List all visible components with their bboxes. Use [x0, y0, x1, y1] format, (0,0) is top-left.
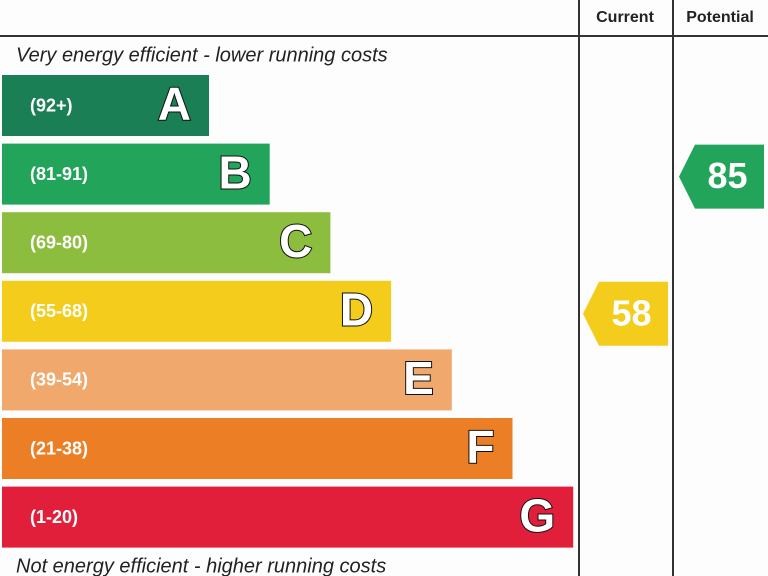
band-range: (92+)	[30, 95, 73, 115]
rating-value: 58	[611, 292, 651, 333]
band-letter: D	[340, 283, 373, 335]
band-bar	[2, 349, 452, 411]
band-range: (69-80)	[30, 232, 88, 252]
band-bar	[2, 280, 392, 342]
band-range: (81-91)	[30, 164, 88, 184]
band-letter: F	[466, 421, 494, 473]
band-bar	[2, 418, 513, 479]
rating-arrow	[583, 281, 668, 346]
band-letter: G	[519, 489, 555, 541]
band-range: (39-54)	[30, 370, 88, 390]
band-letter: E	[403, 352, 434, 404]
rating-arrow	[679, 144, 764, 209]
column-header: Current	[596, 9, 654, 26]
band-range: (55-68)	[30, 301, 88, 321]
band-bar	[2, 486, 574, 548]
column-header: Potential	[686, 9, 754, 26]
band-range: (1-20)	[30, 507, 78, 527]
bottom-note: Not energy efficient - higher running co…	[16, 555, 386, 576]
band-range: (21-38)	[30, 438, 88, 458]
band-letter: C	[279, 215, 312, 267]
band-letter: A	[158, 78, 191, 130]
band-bar	[2, 143, 270, 205]
band-letter: B	[218, 146, 251, 198]
top-note: Very energy efficient - lower running co…	[16, 44, 388, 66]
band-bar	[2, 75, 209, 136]
band-bar	[2, 212, 331, 274]
rating-value: 85	[707, 155, 747, 196]
